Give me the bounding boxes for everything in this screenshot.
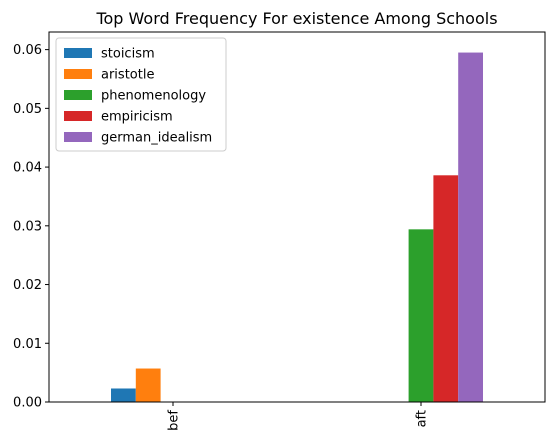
- y-tick-label: 0.02: [13, 278, 42, 293]
- bar-phenomenology-aft: [409, 229, 434, 402]
- y-tick-label: 0.06: [13, 43, 42, 58]
- x-tick-label: aft: [415, 410, 430, 427]
- chart-title: Top Word Frequency For existence Among S…: [95, 9, 497, 28]
- legend-swatch-aristotle: [64, 69, 92, 79]
- y-tick-label: 0.05: [13, 102, 42, 117]
- legend-label-phenomenology: phenomenology: [101, 89, 206, 104]
- legend-label-german_idealism: german_idealism: [101, 131, 212, 146]
- x-axis: bef aft: [167, 402, 430, 431]
- legend-label-aristotle: aristotle: [101, 68, 154, 83]
- legend: stoicism aristotle phenomenology empiricism…: [56, 38, 226, 151]
- bar-german_idealism-aft: [458, 53, 483, 402]
- y-tick-label: 0.01: [13, 337, 42, 352]
- bar-stoicism-bef: [111, 388, 136, 402]
- legend-label-stoicism: stoicism: [101, 47, 155, 62]
- legend-label-empiricism: empiricism: [101, 110, 173, 125]
- y-tick-label: 0.03: [13, 219, 42, 234]
- y-tick-label: 0.04: [13, 161, 42, 176]
- y-tick-label: 0.00: [13, 396, 42, 411]
- legend-swatch-german_idealism: [64, 132, 92, 142]
- y-axis: 0.00 0.01 0.02 0.03 0.04 0.05 0.06: [13, 43, 49, 410]
- legend-swatch-phenomenology: [64, 90, 92, 100]
- x-tick-label: bef: [167, 410, 182, 431]
- bar-empiricism-aft: [433, 175, 458, 402]
- legend-swatch-empiricism: [64, 111, 92, 121]
- bar-aristotle-bef: [136, 369, 161, 402]
- legend-swatch-stoicism: [64, 48, 92, 58]
